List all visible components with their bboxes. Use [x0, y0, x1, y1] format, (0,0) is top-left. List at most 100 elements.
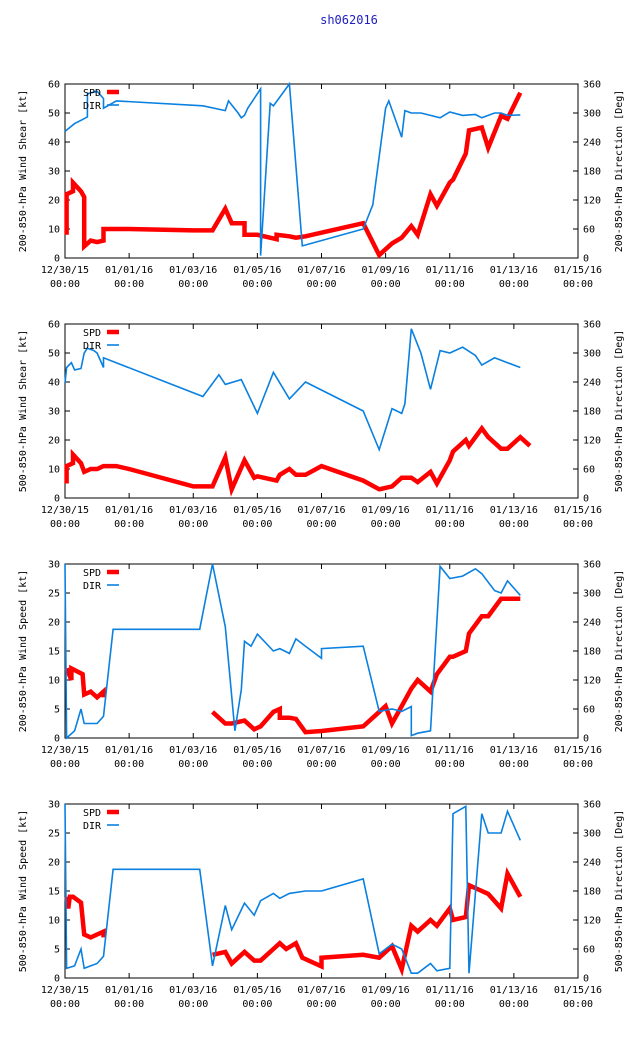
x-tick-date: 01/13/16 — [490, 265, 538, 276]
x-tick-date: 12/30/15 — [41, 985, 89, 996]
y-tick-label: 60 — [48, 320, 60, 331]
x-tick-time: 00:00 — [242, 279, 272, 290]
x-tick-date: 01/01/16 — [105, 985, 153, 996]
x-tick-time: 00:00 — [50, 759, 80, 770]
legend-label-dir: DIR — [83, 581, 102, 592]
x-tick-time: 00:00 — [435, 279, 465, 290]
x-tick-date: 12/30/15 — [41, 505, 89, 516]
y-tick-label: 25 — [48, 589, 60, 600]
spd-series-line — [64, 91, 523, 259]
x-tick-time: 00:00 — [371, 279, 401, 290]
y-tick-label: 0 — [54, 734, 60, 745]
x-tick-date: 01/09/16 — [362, 265, 410, 276]
y2-tick-label: 120 — [583, 196, 601, 207]
y2-tick-label: 0 — [583, 254, 589, 265]
legend-label-spd: SPD — [83, 568, 101, 579]
dir-series-line — [64, 803, 522, 975]
x-tick-date: 01/07/16 — [297, 265, 345, 276]
y2-tick-label: 360 — [583, 320, 601, 331]
y2-tick-label: 60 — [583, 225, 595, 236]
y-tick-label: 30 — [48, 407, 60, 418]
x-tick-time: 00:00 — [306, 999, 336, 1010]
x-tick-time: 00:00 — [499, 519, 529, 530]
dir-series-line — [64, 563, 521, 740]
y2-tick-label: 240 — [583, 618, 601, 629]
legend-label-spd: SPD — [83, 808, 101, 819]
chart-panel-4: 05101520253006012018024030036012/30/1500… — [18, 800, 625, 1011]
x-tick-time: 00:00 — [178, 519, 208, 530]
x-tick-time: 00:00 — [371, 759, 401, 770]
y-tick-label: 50 — [48, 349, 60, 360]
y-tick-label: 10 — [48, 916, 60, 927]
x-tick-date: 12/30/15 — [41, 265, 89, 276]
y2-tick-label: 120 — [583, 676, 601, 687]
dir-series-line — [64, 328, 521, 453]
legend: SPD DIR — [83, 88, 119, 112]
y2-tick-label: 180 — [583, 887, 601, 898]
x-tick-time: 00:00 — [178, 279, 208, 290]
x-tick-date: 01/15/16 — [554, 985, 602, 996]
y2-tick-label: 360 — [583, 800, 601, 811]
y-axis-label: 500-850-hPa Wind Speed [kt] — [18, 810, 29, 973]
x-tick-date: 01/11/16 — [426, 265, 474, 276]
x-tick-date: 01/05/16 — [233, 505, 281, 516]
y-tick-label: 30 — [48, 560, 60, 571]
x-tick-time: 00:00 — [435, 759, 465, 770]
y-tick-label: 25 — [48, 829, 60, 840]
y2-tick-label: 300 — [583, 349, 601, 360]
legend: SPD DIR — [83, 808, 119, 832]
x-tick-time: 00:00 — [50, 279, 80, 290]
x-tick-time: 00:00 — [114, 759, 144, 770]
y-tick-label: 20 — [48, 436, 60, 447]
x-tick-date: 01/15/16 — [554, 265, 602, 276]
y2-tick-label: 60 — [583, 945, 595, 956]
y2-tick-label: 300 — [583, 109, 601, 120]
x-tick-time: 00:00 — [114, 279, 144, 290]
spd-series-line — [64, 894, 106, 940]
legend-label-spd: SPD — [83, 88, 101, 99]
chart-panel-3: 05101520253006012018024030036012/30/1500… — [18, 560, 625, 771]
y2-axis-label: 200-850-hPa Direction [Deg] — [614, 570, 625, 733]
x-tick-time: 00:00 — [499, 999, 529, 1010]
y-tick-label: 20 — [48, 196, 60, 207]
legend-label-spd: SPD — [83, 328, 101, 339]
y2-tick-label: 60 — [583, 705, 595, 716]
legend-label-dir: DIR — [83, 821, 102, 832]
x-tick-date: 01/03/16 — [169, 265, 217, 276]
legend-label-dir: DIR — [83, 341, 102, 352]
y-tick-label: 0 — [54, 494, 60, 505]
x-tick-time: 00:00 — [306, 519, 336, 530]
y-tick-label: 10 — [48, 465, 60, 476]
y-tick-label: 10 — [48, 225, 60, 236]
y-axis-label: 200-850-hPa Wind Shear [kt] — [18, 90, 29, 253]
y-tick-label: 50 — [48, 109, 60, 120]
x-tick-time: 00:00 — [114, 519, 144, 530]
y2-tick-label: 0 — [583, 494, 589, 505]
y2-tick-label: 0 — [583, 734, 589, 745]
legend: SPD DIR — [83, 568, 119, 592]
x-tick-date: 01/07/16 — [297, 745, 345, 756]
y2-tick-label: 300 — [583, 829, 601, 840]
spd-series-line — [64, 424, 532, 497]
y2-tick-label: 0 — [583, 974, 589, 985]
chart-panels: 010203040506006012018024030036012/30/150… — [18, 80, 625, 1011]
x-tick-date: 12/30/15 — [41, 745, 89, 756]
x-tick-time: 00:00 — [178, 999, 208, 1010]
x-tick-date: 01/01/16 — [105, 505, 153, 516]
y-tick-label: 5 — [54, 705, 60, 716]
x-tick-date: 01/03/16 — [169, 985, 217, 996]
x-tick-date: 01/05/16 — [233, 745, 281, 756]
figure-title: sh062016 — [320, 13, 378, 27]
x-tick-date: 01/09/16 — [362, 985, 410, 996]
x-tick-time: 00:00 — [499, 759, 529, 770]
x-tick-date: 01/07/16 — [297, 505, 345, 516]
x-tick-date: 01/11/16 — [426, 745, 474, 756]
y-tick-label: 40 — [48, 378, 60, 389]
x-tick-time: 00:00 — [178, 759, 208, 770]
spd-series-line — [64, 664, 106, 701]
y2-tick-label: 300 — [583, 589, 601, 600]
y-tick-label: 30 — [48, 800, 60, 811]
y2-tick-label: 120 — [583, 436, 601, 447]
y-tick-label: 0 — [54, 974, 60, 985]
